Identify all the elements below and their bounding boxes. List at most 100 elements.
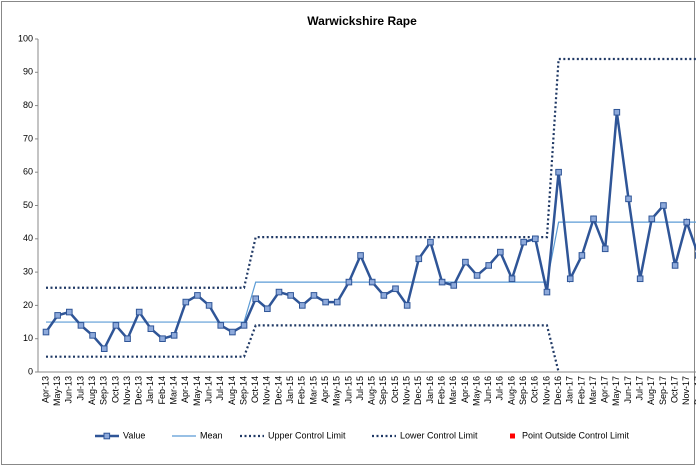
x-tick-label: Oct-15 <box>390 376 400 403</box>
x-tick-label: May-14 <box>192 376 202 406</box>
x-tick-label: Nov-17 <box>681 376 691 405</box>
x-tick-label: Aug-15 <box>367 376 377 405</box>
data-point <box>100 345 108 352</box>
x-tick-label: Sep-13 <box>99 376 109 405</box>
data-point <box>636 275 644 283</box>
data-point <box>508 275 516 283</box>
x-tick-label: May-13 <box>52 376 62 406</box>
data-point <box>89 332 96 339</box>
x-tick-label: Jul-14 <box>215 376 225 401</box>
x-tick-label: Dec-16 <box>553 376 563 405</box>
series-line <box>46 57 696 289</box>
data-point <box>264 305 271 313</box>
x-tick-label: Apr-16 <box>460 376 470 403</box>
x-tick-label: Sep-16 <box>518 376 528 405</box>
x-tick-label: Jan-17 <box>565 376 575 404</box>
data-point <box>194 292 201 299</box>
x-tick-label: Dec-13 <box>134 376 144 405</box>
legend-label: Lower Control Limit <box>400 430 478 440</box>
data-point <box>357 252 364 259</box>
data-point <box>299 302 306 309</box>
data-point <box>182 298 190 306</box>
data-point <box>229 328 236 336</box>
x-tick-label: Mar-15 <box>308 376 318 405</box>
x-tick-label: Aug-17 <box>646 376 656 405</box>
data-point <box>135 308 143 316</box>
data-point <box>497 248 504 256</box>
x-tick-label: Feb-14 <box>157 376 167 405</box>
data-point <box>625 195 632 203</box>
chart-title: Warwickshire Rape <box>307 14 417 28</box>
data-point <box>66 308 73 316</box>
x-tick-label: May-17 <box>611 376 621 406</box>
x-tick-label: Oct-13 <box>110 376 120 403</box>
y-tick-label: 0 <box>28 366 33 376</box>
x-tick-label: Jan-14 <box>145 376 155 404</box>
data-point <box>240 322 248 329</box>
x-tick-label: Aug-13 <box>87 376 97 405</box>
data-point <box>590 215 597 223</box>
x-tick-label: Apr-14 <box>180 376 190 403</box>
data-point <box>555 168 562 176</box>
y-tick-label: 40 <box>23 233 33 243</box>
data-point <box>205 302 213 309</box>
data-point <box>170 332 178 339</box>
y-tick-label: 70 <box>23 133 33 143</box>
data-point <box>473 272 481 279</box>
x-tick-label: Jan-15 <box>285 376 295 404</box>
data-point <box>310 292 318 299</box>
data-point <box>438 278 446 286</box>
data-point <box>380 292 388 299</box>
data-point <box>124 335 131 342</box>
data-point <box>333 298 341 306</box>
x-tick-label: Dec-17 <box>693 376 696 405</box>
legend-swatch <box>510 433 515 439</box>
x-tick-label: Apr-17 <box>600 376 610 403</box>
x-tick-label: Nov-13 <box>122 376 132 405</box>
x-tick-label: Oct-16 <box>530 376 540 403</box>
x-tick-label: Mar-17 <box>588 376 598 405</box>
x-tick-label: Jun-15 <box>343 376 353 404</box>
data-point <box>392 285 399 293</box>
x-tick-label: Jul-13 <box>75 376 85 401</box>
data-point <box>217 322 225 329</box>
x-tick-label: Oct-14 <box>250 376 260 403</box>
legend-label: Value <box>123 430 145 440</box>
x-tick-label: Jun-13 <box>64 376 74 404</box>
x-tick-label: Sep-14 <box>238 376 248 405</box>
x-tick-label: Dec-15 <box>413 376 423 405</box>
data-point <box>147 325 155 333</box>
data-point <box>532 235 539 243</box>
x-tick-label: Feb-15 <box>297 376 307 405</box>
y-tick-label: 80 <box>23 100 33 110</box>
x-tick-label: Jul-17 <box>635 376 645 401</box>
data-point <box>322 298 329 306</box>
x-tick-label: Oct-17 <box>669 376 679 403</box>
y-tick-label: 10 <box>23 333 33 343</box>
data-point <box>345 278 353 286</box>
y-tick-label: 90 <box>23 67 33 77</box>
data-point <box>368 278 376 286</box>
data-point <box>683 218 691 226</box>
x-tick-label: Dec-14 <box>273 376 283 405</box>
data-point <box>427 238 434 246</box>
x-tick-label: Jul-16 <box>495 376 505 401</box>
data-point <box>415 255 423 263</box>
x-tick-label: May-16 <box>471 376 481 406</box>
x-tick-label: Jun-14 <box>203 376 213 404</box>
x-tick-label: Mar-14 <box>169 376 179 405</box>
legend-label: Upper Control Limit <box>268 430 346 440</box>
data-point <box>112 322 120 329</box>
data-point <box>42 328 50 336</box>
x-tick-label: Nov-15 <box>402 376 412 405</box>
data-point <box>543 288 551 296</box>
x-tick-label: Jun-16 <box>483 376 493 404</box>
data-point <box>660 202 667 209</box>
data-point <box>159 335 166 342</box>
data-point <box>54 312 61 319</box>
x-tick-label: Apr-13 <box>40 376 50 403</box>
y-tick-label: 60 <box>23 167 33 177</box>
data-point <box>671 262 679 269</box>
